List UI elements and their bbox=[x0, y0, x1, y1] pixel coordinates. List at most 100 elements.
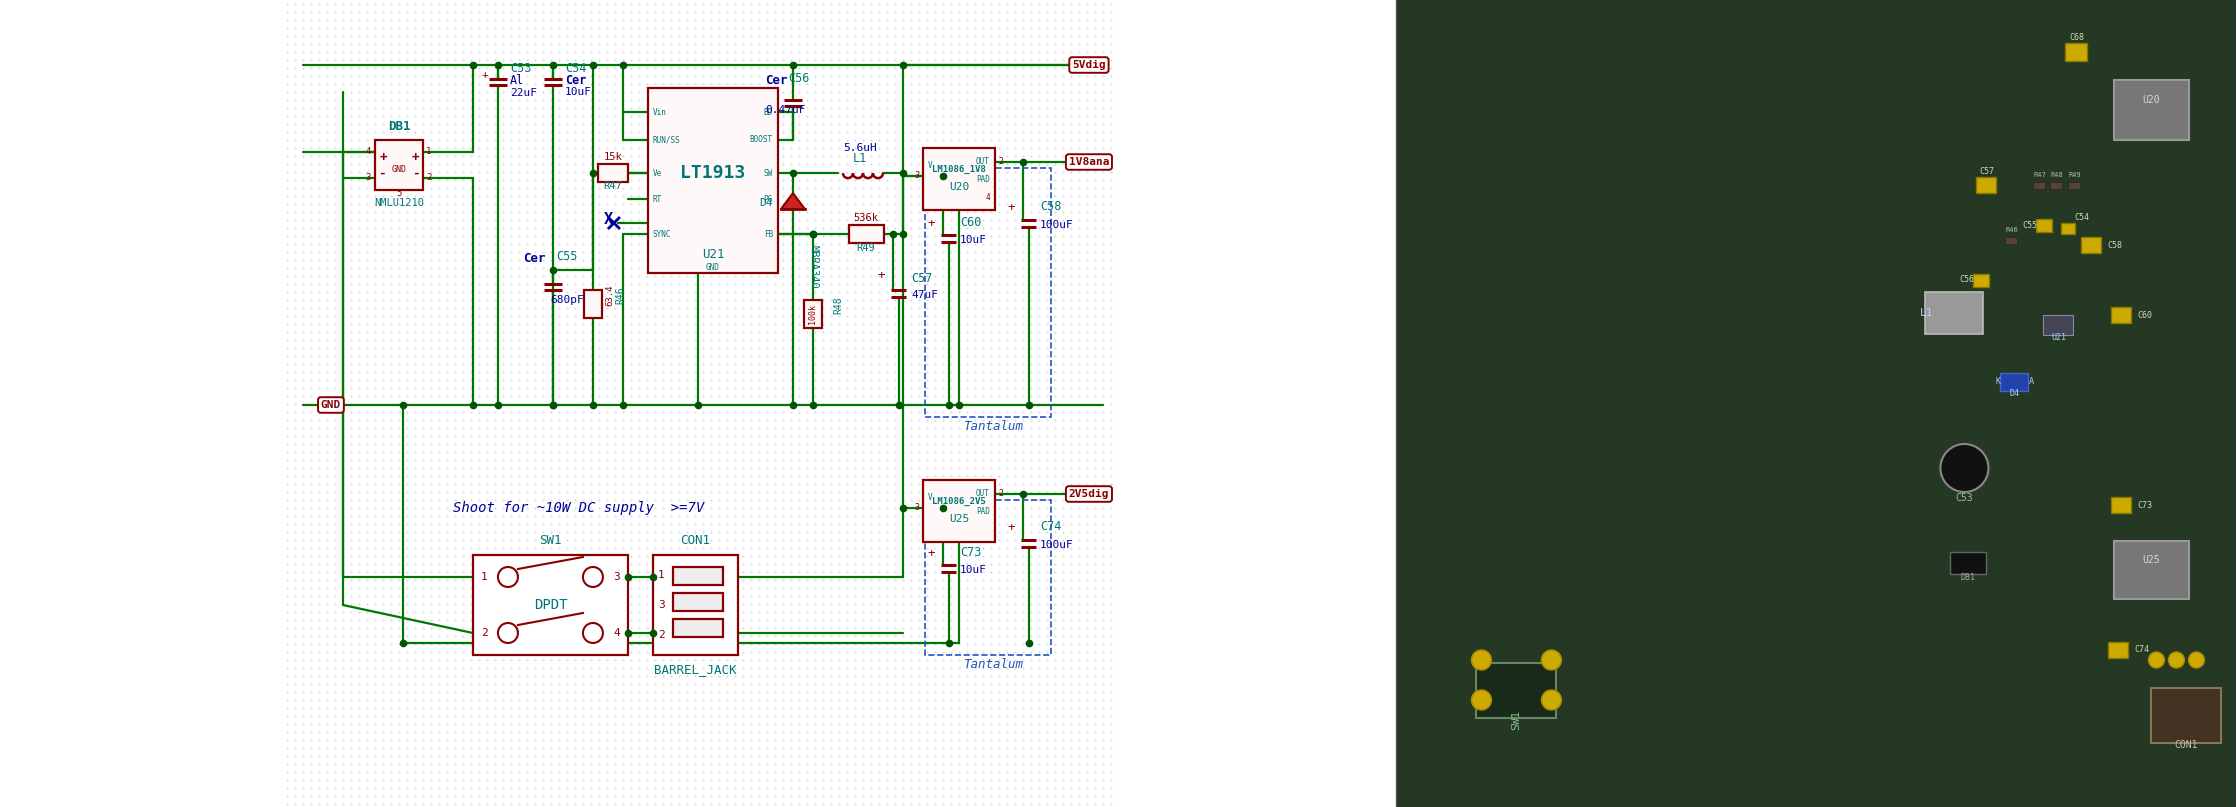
Text: Ve: Ve bbox=[653, 169, 662, 178]
Text: C54: C54 bbox=[566, 61, 586, 74]
Text: D4: D4 bbox=[758, 198, 774, 208]
Text: 2: 2 bbox=[481, 628, 488, 638]
Text: +: + bbox=[877, 270, 884, 282]
Text: 3: 3 bbox=[613, 572, 620, 582]
Text: U25: U25 bbox=[2143, 555, 2161, 565]
Bar bbox=[584, 290, 602, 318]
Polygon shape bbox=[781, 193, 805, 209]
Text: R47: R47 bbox=[604, 181, 622, 191]
Bar bbox=[2069, 182, 2080, 189]
Text: C53: C53 bbox=[1955, 493, 1973, 503]
Text: 4: 4 bbox=[984, 194, 991, 203]
Text: 1: 1 bbox=[425, 148, 432, 157]
Text: U20: U20 bbox=[2143, 95, 2161, 105]
Text: R47: R47 bbox=[2033, 172, 2047, 178]
Bar bbox=[924, 500, 1051, 655]
Text: D4: D4 bbox=[2009, 390, 2020, 399]
Circle shape bbox=[1541, 690, 1561, 710]
Text: 10uF: 10uF bbox=[566, 87, 593, 97]
Text: 3: 3 bbox=[658, 600, 664, 610]
Bar bbox=[2042, 315, 2074, 335]
Bar bbox=[2036, 219, 2051, 232]
Text: Cer: Cer bbox=[523, 252, 546, 265]
Text: R46: R46 bbox=[2004, 227, 2018, 233]
Text: 680pF: 680pF bbox=[550, 295, 584, 305]
Bar bbox=[850, 225, 884, 243]
Text: 100uF: 100uF bbox=[1040, 540, 1074, 550]
Text: X: X bbox=[604, 212, 613, 228]
Text: C57: C57 bbox=[1980, 168, 1993, 177]
Text: C55: C55 bbox=[2022, 220, 2038, 229]
Bar bbox=[653, 555, 738, 655]
Text: A: A bbox=[2029, 378, 2033, 387]
Text: Tantalum: Tantalum bbox=[962, 659, 1022, 671]
Text: +: + bbox=[481, 70, 488, 80]
Bar bbox=[2112, 307, 2132, 323]
Text: FB: FB bbox=[763, 230, 774, 239]
Text: LM1086_1V8: LM1086_1V8 bbox=[933, 165, 987, 174]
Text: PAD: PAD bbox=[975, 175, 991, 185]
Text: DB1: DB1 bbox=[1962, 572, 1975, 582]
Text: 2: 2 bbox=[658, 630, 664, 640]
Bar bbox=[2114, 80, 2190, 140]
Text: L1: L1 bbox=[1919, 308, 1933, 318]
Text: GND: GND bbox=[707, 264, 720, 273]
Text: R48: R48 bbox=[2049, 172, 2063, 178]
Text: C57: C57 bbox=[910, 271, 933, 285]
Bar bbox=[376, 140, 423, 190]
Text: DPDT: DPDT bbox=[535, 598, 568, 612]
Circle shape bbox=[1472, 650, 1492, 670]
Bar bbox=[2080, 237, 2101, 253]
Text: -: - bbox=[378, 166, 385, 179]
Text: L1: L1 bbox=[852, 152, 868, 165]
Text: C74: C74 bbox=[1040, 520, 1060, 533]
Text: RUN/SS: RUN/SS bbox=[653, 136, 680, 144]
Text: +: + bbox=[926, 216, 935, 229]
Text: 22uF: 22uF bbox=[510, 88, 537, 98]
Text: C56: C56 bbox=[787, 72, 810, 85]
Text: SYNC: SYNC bbox=[653, 230, 671, 239]
Text: 15k: 15k bbox=[604, 152, 622, 162]
Bar bbox=[673, 619, 723, 637]
Text: GND: GND bbox=[391, 165, 407, 174]
Bar bbox=[673, 567, 723, 585]
Text: +: + bbox=[1007, 202, 1016, 215]
Text: 100uF: 100uF bbox=[1040, 220, 1074, 230]
Bar bbox=[1926, 292, 1984, 334]
Bar bbox=[2112, 497, 2132, 513]
Text: C74: C74 bbox=[2134, 646, 2150, 654]
Circle shape bbox=[1939, 444, 1989, 492]
Bar bbox=[597, 164, 629, 182]
Text: U20: U20 bbox=[948, 182, 969, 192]
Text: RT: RT bbox=[653, 194, 662, 203]
Bar bbox=[2109, 642, 2127, 658]
Text: Shoot for ~10W DC supply  >=7V: Shoot for ~10W DC supply >=7V bbox=[452, 501, 705, 515]
Bar bbox=[2033, 182, 2045, 189]
Bar bbox=[924, 168, 1051, 417]
Circle shape bbox=[2168, 652, 2186, 668]
Text: LM1086_2V5: LM1086_2V5 bbox=[933, 496, 987, 505]
Text: 3: 3 bbox=[365, 174, 371, 182]
Bar bbox=[803, 300, 821, 328]
Bar bbox=[673, 593, 723, 611]
Text: CON1: CON1 bbox=[2174, 740, 2199, 750]
Circle shape bbox=[1541, 650, 1561, 670]
Bar bbox=[2063, 223, 2076, 233]
Text: 1V8ana: 1V8ana bbox=[1069, 157, 1110, 167]
Text: 3: 3 bbox=[915, 172, 919, 181]
Bar bbox=[2004, 236, 2018, 244]
Text: Cer: Cer bbox=[765, 73, 787, 86]
Text: C54: C54 bbox=[2074, 214, 2089, 223]
Text: BD: BD bbox=[763, 107, 774, 116]
Text: 2: 2 bbox=[998, 157, 1002, 166]
Text: +: + bbox=[1007, 521, 1016, 534]
Text: 10uF: 10uF bbox=[960, 565, 987, 575]
Bar bbox=[1476, 663, 1557, 717]
Text: C68: C68 bbox=[2069, 34, 2085, 43]
Text: DB1: DB1 bbox=[387, 119, 409, 132]
Bar bbox=[1973, 274, 1989, 286]
Bar bbox=[2152, 688, 2221, 742]
Text: 0.47uF: 0.47uF bbox=[765, 105, 805, 115]
Text: 2: 2 bbox=[998, 490, 1002, 499]
Text: Cer: Cer bbox=[566, 73, 586, 86]
